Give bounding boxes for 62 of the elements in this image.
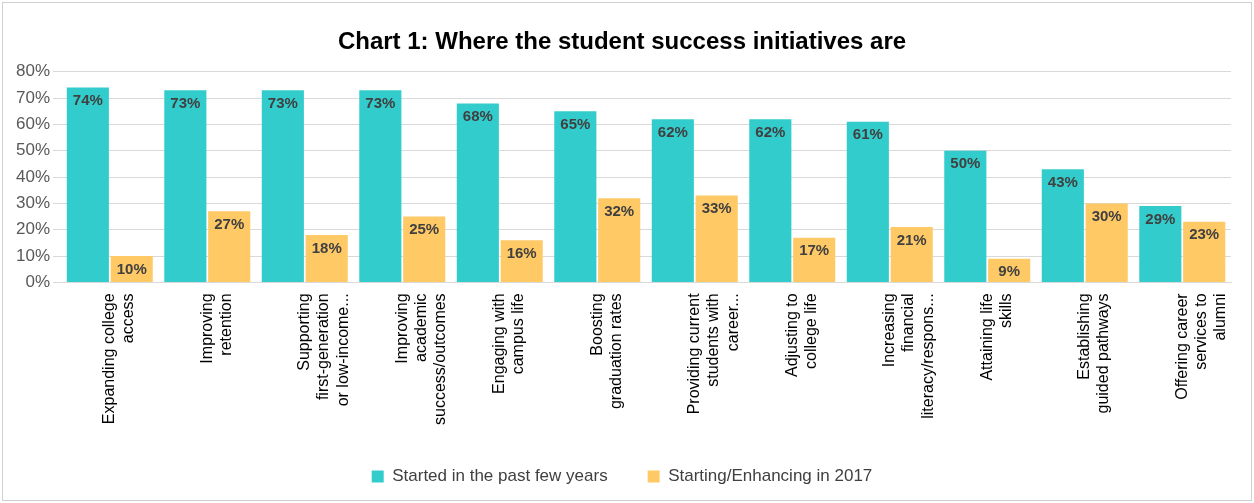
bar	[1183, 221, 1226, 282]
bar	[208, 211, 251, 282]
y-tick-label: 40%	[15, 166, 51, 186]
data-label: 62%	[657, 122, 688, 140]
bar	[261, 90, 304, 282]
data-label: 17%	[799, 241, 830, 259]
data-label: 25%	[409, 220, 440, 238]
bar	[359, 90, 402, 282]
legend-label: Starting/Enhancing in 2017	[668, 466, 873, 486]
data-label: 27%	[214, 214, 245, 232]
data-label: 16%	[506, 243, 537, 261]
bar	[1139, 206, 1182, 282]
chart-title: Chart 1: Where the student success initiatives are	[337, 27, 907, 55]
y-tick-label: 60%	[15, 114, 51, 134]
data-label: 30%	[1091, 207, 1122, 225]
bar	[1041, 169, 1084, 282]
data-label: 73%	[267, 93, 298, 111]
data-label: 73%	[170, 93, 201, 111]
data-label: 29%	[1145, 209, 1176, 227]
bar	[890, 227, 933, 282]
data-label: 73%	[365, 93, 396, 111]
data-label: 61%	[852, 125, 883, 143]
y-tick-label: 20%	[15, 219, 51, 239]
y-tick-label: 70%	[15, 87, 51, 107]
y-tick-label: 30%	[15, 193, 51, 213]
data-label: 68%	[462, 107, 493, 125]
x-tick-label: Increasing financial literacy/respons...	[880, 293, 936, 419]
data-label: 43%	[1047, 172, 1078, 190]
data-label: 23%	[1189, 225, 1220, 243]
data-label: 62%	[755, 122, 786, 140]
y-tick-label: 0%	[25, 272, 51, 292]
x-tick-label: Expanding college access	[100, 293, 137, 425]
y-tick-label: 10%	[15, 245, 51, 265]
x-tick-label: Providing current students with career...	[685, 292, 741, 415]
data-label: 50%	[950, 154, 981, 172]
bar	[598, 198, 641, 282]
y-tick-label: 80%	[15, 61, 51, 81]
bar	[403, 216, 446, 282]
bar	[695, 195, 738, 282]
bar	[1085, 203, 1128, 282]
data-label: 18%	[311, 238, 342, 256]
data-label: 32%	[604, 201, 635, 219]
bar	[651, 119, 694, 282]
bar	[554, 111, 597, 282]
y-tick-label: 50%	[15, 140, 51, 160]
x-tick-label: Supporting first-generation or low-income...	[295, 293, 351, 407]
data-label: 21%	[896, 230, 927, 248]
bar	[846, 121, 889, 282]
bar	[749, 119, 792, 282]
data-label: 10%	[116, 259, 147, 277]
bar	[164, 90, 207, 282]
x-tick-label: Offering career services to alumni	[1172, 292, 1229, 400]
data-label: 33%	[701, 199, 732, 217]
bar	[456, 103, 499, 282]
data-label: 65%	[560, 114, 591, 132]
x-tick-label: Attaining life skills	[977, 293, 1014, 381]
x-tick-label: Improving retention	[197, 293, 234, 364]
legend-label: Started in the past few years	[392, 466, 608, 486]
data-label: 74%	[72, 91, 103, 109]
bar	[66, 87, 109, 282]
data-label: 9%	[998, 262, 1021, 280]
bar	[944, 150, 987, 282]
